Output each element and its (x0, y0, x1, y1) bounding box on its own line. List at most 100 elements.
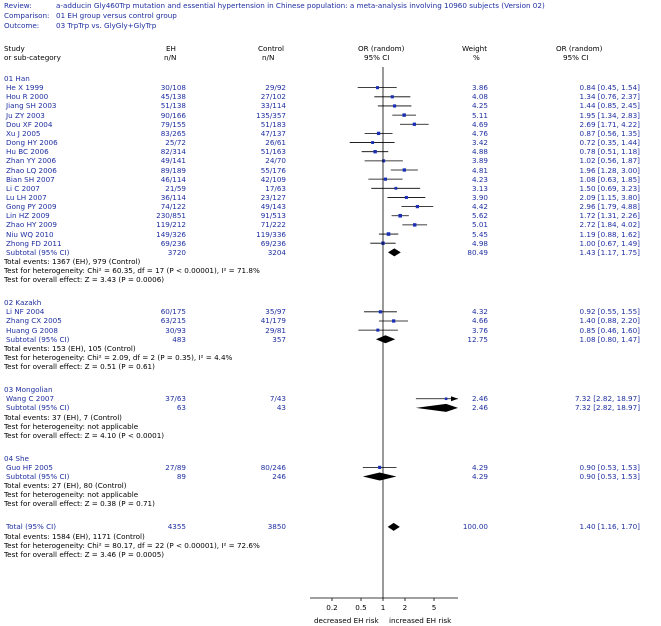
col-or-1: OR (random) (358, 44, 405, 53)
group-1-study-10-weight: 4.81 (471, 165, 488, 175)
group-1-study-1-label: He X 1999 (6, 83, 44, 93)
group-1-study-16-control: 71/222 (260, 220, 286, 230)
group-1-note-2: Test for heterogeneity: Chi² = 60.35, df… (4, 266, 260, 276)
group-1-study-14-eh: 74/122 (160, 202, 186, 212)
group-1-study-12-eh: 21/59 (165, 183, 186, 193)
group-1-study-14-control: 49/143 (260, 202, 286, 212)
group-2-study-3-point (376, 328, 380, 332)
col-control-1: Control (258, 44, 284, 53)
group-1-study-4-weight: 5.11 (471, 110, 488, 120)
group-3-study-1-weight: 2.46 (471, 394, 488, 404)
group-4-study-1-weight: 4.29 (471, 462, 488, 472)
group-1-study-1-control: 29/92 (265, 83, 286, 93)
group-1-study-9-label: Zhan YY 2006 (6, 156, 57, 166)
group-3-study-1-control: 7/43 (269, 394, 286, 404)
group-1-study-18-label: Zhong FD 2011 (6, 238, 62, 248)
group-1-study-18-ci: 1.00 [0.67, 1.49] (579, 238, 640, 248)
group-1-study-17-weight: 5.45 (471, 229, 488, 239)
group-2-subtotal-eh: 483 (172, 334, 186, 344)
group-1-study-15-eh: 230/851 (156, 211, 186, 221)
review-text: a-adducin Gly460Trp mutation and essenti… (56, 1, 545, 10)
group-1-study-16-weight: 5.01 (471, 220, 488, 230)
col-or-2: 95% CI (364, 53, 390, 62)
group-1-study-8-control: 51/163 (260, 147, 286, 157)
group-1-study-11-control: 42/109 (260, 174, 286, 184)
group-2-subtotal-diamond (375, 335, 396, 344)
col-ortext-1: OR (random) (556, 44, 603, 53)
group-3-subtotal-weight: 2.46 (471, 403, 488, 413)
group-2-subtotal-label: Subtotal (95% CI) (6, 334, 70, 344)
group-1-study-8-ci: 0.78 [0.51, 1.18] (579, 147, 640, 157)
group-3-subtotal-control: 43 (276, 403, 286, 413)
group-1-study-2-point (390, 95, 394, 99)
group-3-subtotal-diamond (415, 403, 458, 412)
group-2-study-2-control: 41/179 (260, 316, 286, 326)
group-3-title: 03 Mongolian (4, 385, 53, 395)
outcome-text: 03 TrpTrp vs. GlyGly+GlyTrp (56, 21, 157, 30)
group-3-note-1: Total events: 37 (EH), 7 (Control) (4, 412, 122, 422)
tick-label-4: 2 (402, 603, 408, 612)
group-2-note-2: Test for heterogeneity: Chi² = 2.09, df … (4, 353, 233, 363)
group-1-study-17-ci: 1.19 [0.88, 1.62] (579, 229, 640, 239)
group-2-study-1-point (378, 310, 382, 314)
group-1-note-1: Total events: 1367 (EH), 979 (Control) (4, 257, 141, 266)
group-2-study-3-control: 29/81 (265, 325, 286, 335)
group-1-study-18-control: 69/236 (260, 238, 286, 248)
group-1-study-9-eh: 49/141 (160, 156, 186, 166)
review-line: Review: a-adducin Gly460Trp mutation and … (4, 1, 545, 10)
group-1-study-6-label: Xu J 2005 (6, 128, 41, 138)
group-1-study-13-point (404, 195, 408, 199)
group-1-study-17-label: Niu WQ 2010 (6, 229, 54, 239)
group-1-study-13-eh: 36/114 (160, 192, 186, 202)
tick-label-1: 0.2 (326, 603, 338, 612)
group-1-study-11-point (383, 177, 388, 181)
total-note-1: Total events: 1584 (EH), 1171 (Control) (4, 531, 145, 541)
group-4-study-1-ci: 0.90 [0.53, 1.53] (579, 462, 640, 472)
group-1-study-10-control: 55/176 (260, 165, 286, 175)
group-1-study-15-point (398, 213, 402, 218)
group-1-study-4-control: 135/357 (256, 110, 286, 120)
group-1-study-5-ci: 2.69 [1.71, 4.22] (579, 119, 640, 129)
group-1-study-14-ci: 2.96 [1.79, 4.88] (579, 202, 640, 212)
group-1-study-7-control: 26/61 (265, 138, 286, 148)
total-control: 3850 (267, 522, 286, 532)
group-1-study-10-label: Zhao LQ 2006 (6, 165, 57, 175)
group-1-study-12-ci: 1.50 [0.69, 3.23] (579, 183, 640, 193)
total-note-2: Test for heterogeneity: Chi² = 80.17, df… (4, 540, 260, 550)
group-1-study-5-point (412, 122, 417, 126)
group-2-study-3-label: Huang G 2008 (6, 325, 58, 335)
comparison-label: Comparison: (4, 11, 50, 20)
group-4-subtotal-ci: 0.90 [0.53, 1.53] (579, 472, 640, 482)
group-1-study-13-label: Lu LH 2007 (6, 192, 47, 202)
group-1-study-7-point (371, 141, 375, 144)
col-weight-1: Weight (462, 44, 488, 53)
group-1-study-5-weight: 4.69 (471, 119, 488, 129)
group-1-study-5-control: 51/183 (260, 119, 286, 129)
tick-label-3: 1 (380, 603, 386, 612)
group-1-study-9-weight: 3.89 (471, 156, 488, 166)
group-1-study-8-label: Hu BC 2006 (6, 147, 49, 157)
group-2-title: 02 Kazakh (4, 298, 42, 308)
group-4-subtotal-eh: 89 (176, 472, 186, 482)
group-2-subtotal-ci: 1.08 [0.80, 1.47] (579, 334, 640, 344)
group-1-study-3-point (392, 104, 397, 108)
group-4-study-1-eh: 27/89 (165, 462, 186, 472)
tick-label-2: 0.5 (355, 603, 367, 612)
group-2-study-2-eh: 63/215 (160, 316, 186, 326)
group-3-study-1-point (444, 397, 448, 401)
group-1-study-3-label: Jiang SH 2003 (6, 101, 57, 111)
outcome-line: Outcome: 03 TrpTrp vs. GlyGly+GlyTrp (4, 21, 156, 30)
group-1-study-9-point (382, 159, 386, 163)
group-1-study-9-ci: 1.02 [0.56, 1.87] (579, 156, 640, 166)
group-1-study-6-control: 47/137 (260, 128, 286, 138)
group-1-study-11-eh: 46/114 (160, 174, 186, 184)
group-2-study-2-label: Zhang CX 2005 (6, 316, 62, 326)
group-1-study-11-ci: 1.08 [0.63, 1.85] (579, 174, 640, 184)
group-1-study-6-eh: 83/265 (160, 128, 186, 138)
group-1-subtotal-label: Subtotal (95% CI) (6, 247, 70, 257)
group-2-subtotal-control: 357 (272, 334, 286, 344)
total-ci: 1.40 [1.16, 1.70] (579, 522, 640, 532)
group-1-study-12-label: Li C 2007 (6, 183, 40, 193)
group-1-study-17-eh: 149/326 (156, 229, 186, 239)
